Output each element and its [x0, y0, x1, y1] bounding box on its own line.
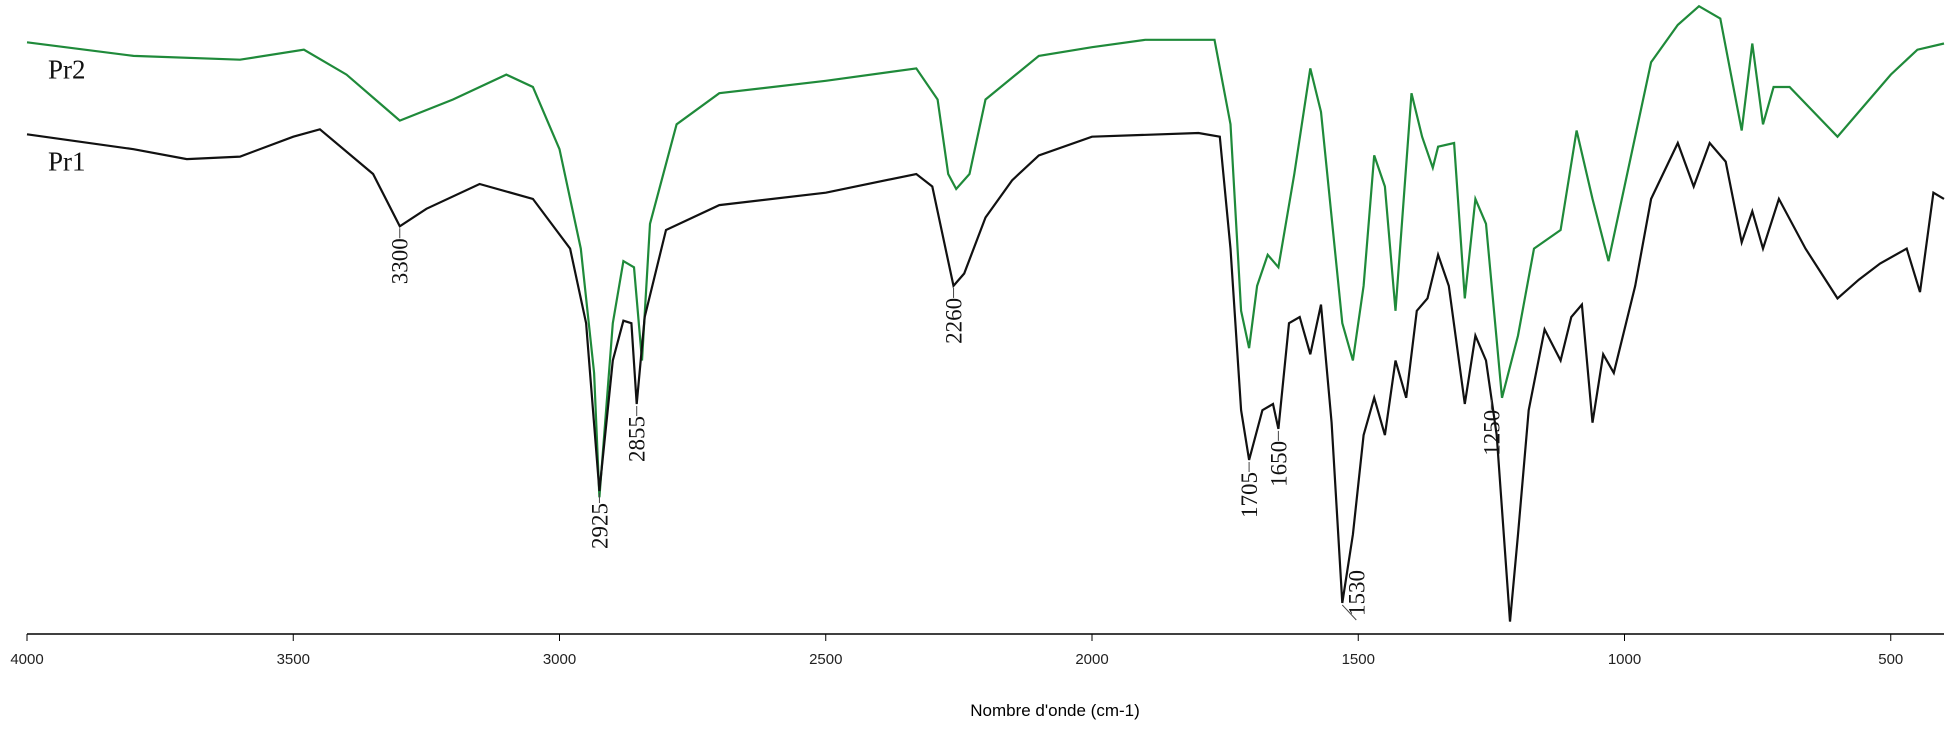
x-tick-label: 3500	[277, 651, 310, 668]
series-label: Pr1	[48, 146, 86, 176]
peak-leader	[1341, 604, 1357, 621]
series-label: Pr2	[48, 54, 86, 84]
peak-label: 1530	[1344, 570, 1369, 616]
spectrum-line	[26, 128, 1945, 622]
x-tick-label: 3000	[543, 651, 576, 668]
spectrum-line	[26, 4, 1945, 498]
x-tick-label: 2000	[1075, 651, 1108, 668]
peak-label: 1650	[1266, 441, 1291, 487]
peak-label: 2260	[942, 298, 967, 344]
peak-label: 3300	[388, 238, 413, 284]
peak-label: 1250	[1479, 410, 1504, 456]
peak-label: 1705	[1237, 472, 1262, 518]
x-tick-label: 1500	[1342, 651, 1375, 668]
x-tick-label: 1000	[1608, 651, 1641, 668]
x-tick-label: 2500	[809, 651, 842, 668]
peak-label: 2855	[625, 416, 650, 462]
x-tick-label: 4000	[10, 651, 43, 668]
peak-label: 2925	[587, 503, 612, 549]
x-axis-label: Nombre d'onde (cm-1)	[970, 701, 1140, 720]
x-tick-label: 500	[1878, 651, 1903, 668]
